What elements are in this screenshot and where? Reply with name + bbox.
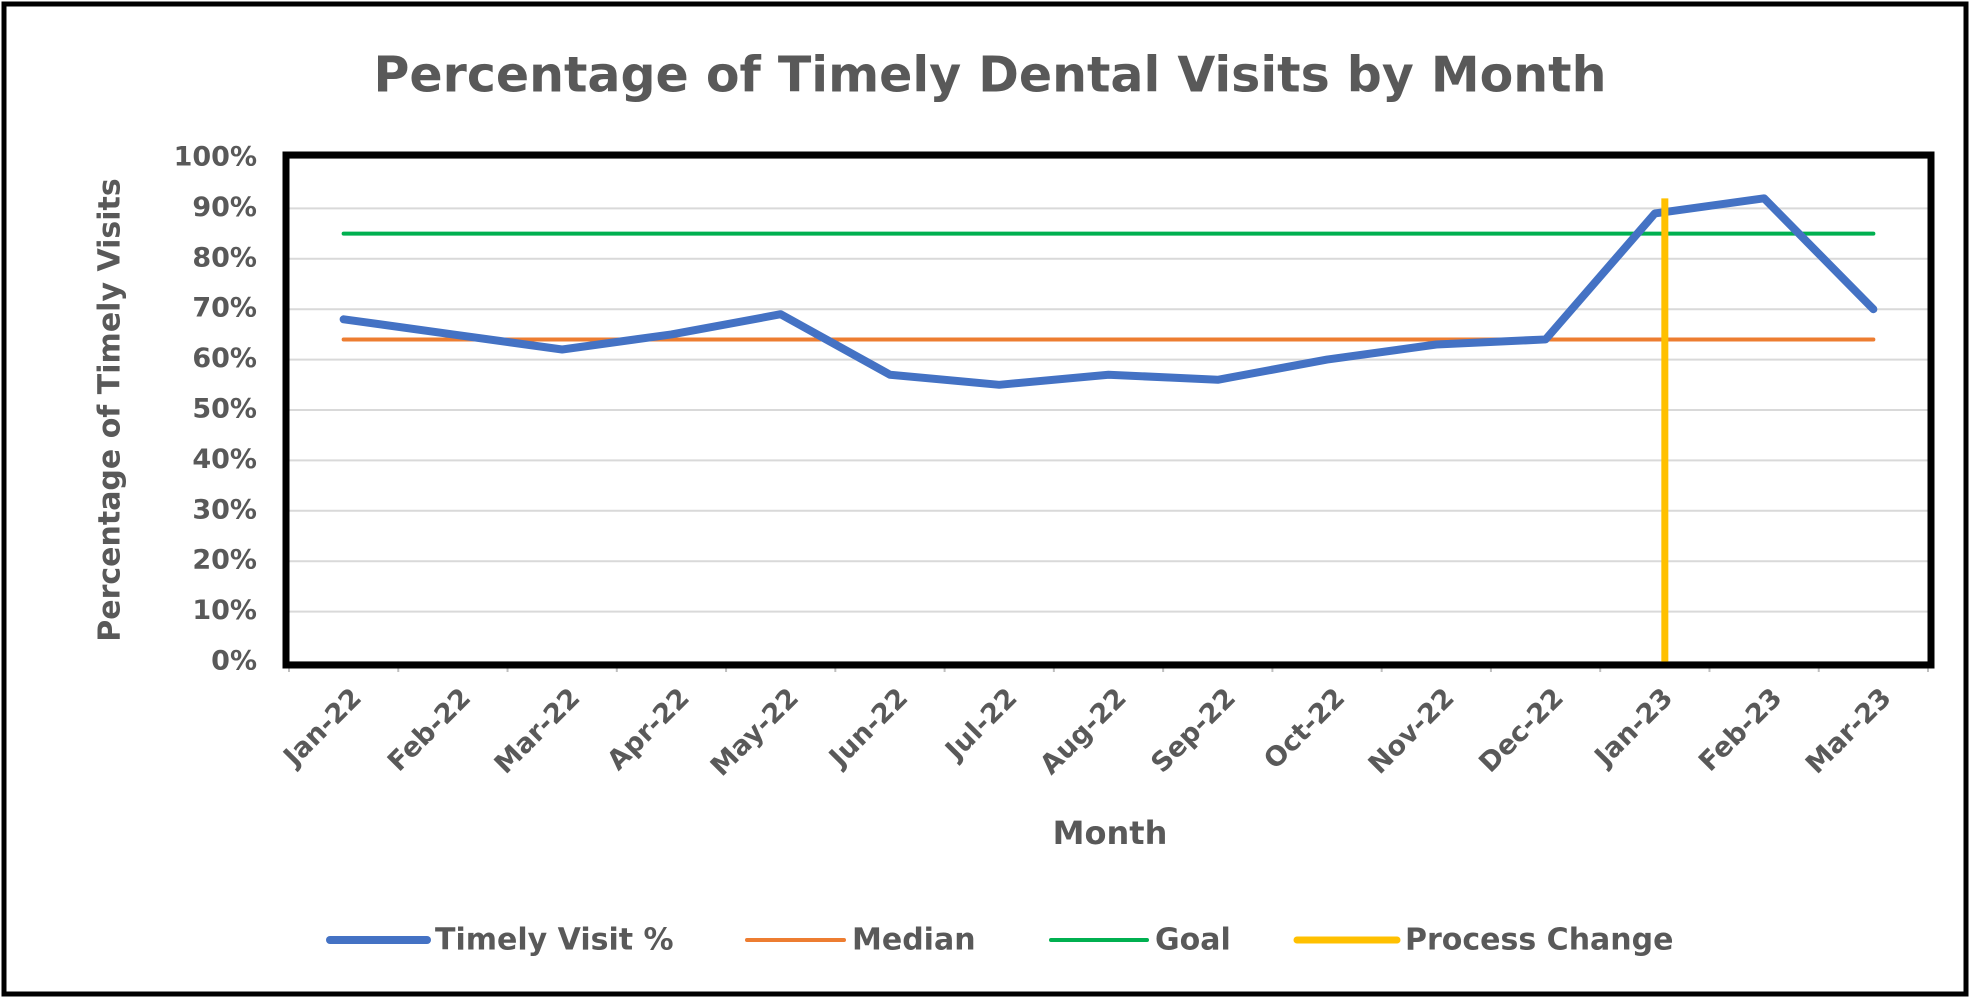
legend-label: Process Change bbox=[1405, 923, 1673, 958]
y-axis-title: Percentage of Timely Visits bbox=[93, 178, 128, 642]
y-tick-label: 50% bbox=[192, 394, 257, 425]
y-tick-label: 100% bbox=[174, 142, 257, 173]
y-tick-label: 20% bbox=[192, 545, 257, 576]
plot-frame bbox=[282, 151, 1935, 669]
y-tick-label: 30% bbox=[192, 494, 257, 525]
y-tick-label: 60% bbox=[192, 343, 257, 374]
y-tick-label: 0% bbox=[211, 646, 257, 677]
y-tick-label: 90% bbox=[192, 192, 257, 223]
legend-label: Timely Visit % bbox=[435, 923, 674, 958]
y-tick-label: 10% bbox=[192, 595, 257, 626]
series-line bbox=[339, 194, 1878, 389]
y-tick-label: 40% bbox=[192, 444, 257, 475]
legend-label: Median bbox=[852, 923, 976, 958]
legend-label: Goal bbox=[1155, 923, 1231, 958]
chart-title: Percentage of Timely Dental Visits by Mo… bbox=[374, 47, 1607, 104]
y-tick-label: 70% bbox=[192, 293, 257, 324]
x-axis-title: Month bbox=[1053, 814, 1168, 852]
y-tick-label: 80% bbox=[192, 242, 257, 273]
